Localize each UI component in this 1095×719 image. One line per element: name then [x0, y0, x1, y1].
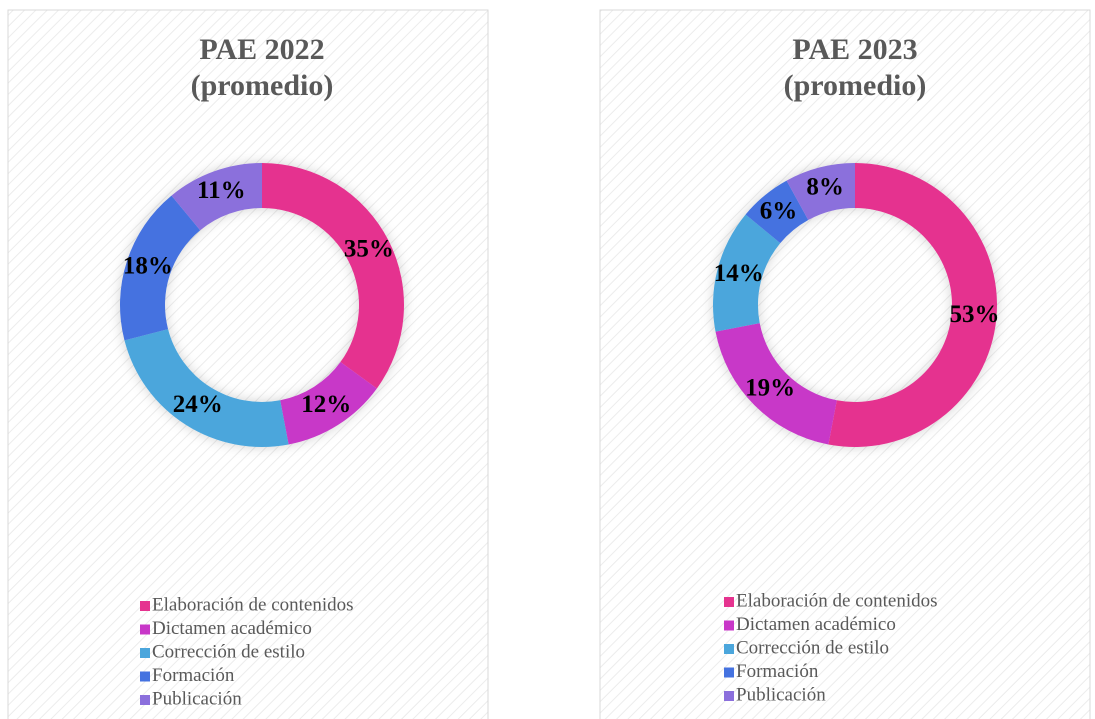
donut-slice — [786, 163, 855, 220]
data-label: 35% — [344, 235, 394, 262]
data-label: 24% — [173, 391, 223, 418]
legend-swatch — [724, 597, 734, 607]
donut-slice — [715, 323, 837, 445]
legend-swatch — [724, 691, 734, 701]
legend-label: Corrección de estilo — [736, 637, 889, 658]
legend-swatch — [140, 695, 150, 705]
data-label: 12% — [301, 391, 351, 418]
legend-label: Corrección de estilo — [152, 641, 305, 662]
donut-slice — [124, 329, 289, 447]
chart-title: PAE 2023 (promedio) — [783, 33, 927, 102]
data-label: 53% — [949, 301, 999, 328]
legend-label: Formación — [152, 665, 235, 686]
legend-label: Elaboración de contenidos — [152, 594, 354, 615]
data-label: 6% — [760, 197, 798, 224]
donut — [120, 163, 404, 447]
data-label: 8% — [806, 174, 844, 201]
legend-label: Dictamen académico — [152, 618, 312, 639]
panel — [7, 9, 489, 719]
data-label: 11% — [197, 177, 246, 204]
donut-slice — [171, 163, 262, 231]
legend-swatch — [140, 601, 150, 611]
legend-label: Formación — [736, 661, 819, 682]
donut — [713, 163, 997, 447]
panel — [599, 9, 1091, 719]
legend-swatch — [724, 620, 734, 631]
legend-label: Publicación — [736, 684, 826, 705]
legend-label: Elaboración de contenidos — [736, 590, 938, 611]
donut-slice — [262, 163, 404, 389]
chart-title: PAE 2022 (promedio) — [190, 33, 334, 102]
data-label: 14% — [714, 260, 764, 287]
data-label: 18% — [123, 253, 173, 280]
legend-swatch — [140, 624, 150, 635]
donut-slice — [828, 163, 997, 447]
legend-swatch — [140, 671, 150, 682]
donut-slice — [713, 214, 781, 332]
legend-swatch — [724, 667, 734, 678]
donut-slice — [280, 362, 377, 445]
legend-swatch — [724, 644, 734, 654]
donut-slice — [745, 180, 809, 244]
legend-label: Dictamen académico — [736, 614, 896, 635]
legend-swatch — [140, 648, 150, 658]
legend-label: Publicación — [152, 688, 242, 709]
data-label: 19% — [745, 375, 795, 402]
donut-slice — [120, 195, 201, 341]
